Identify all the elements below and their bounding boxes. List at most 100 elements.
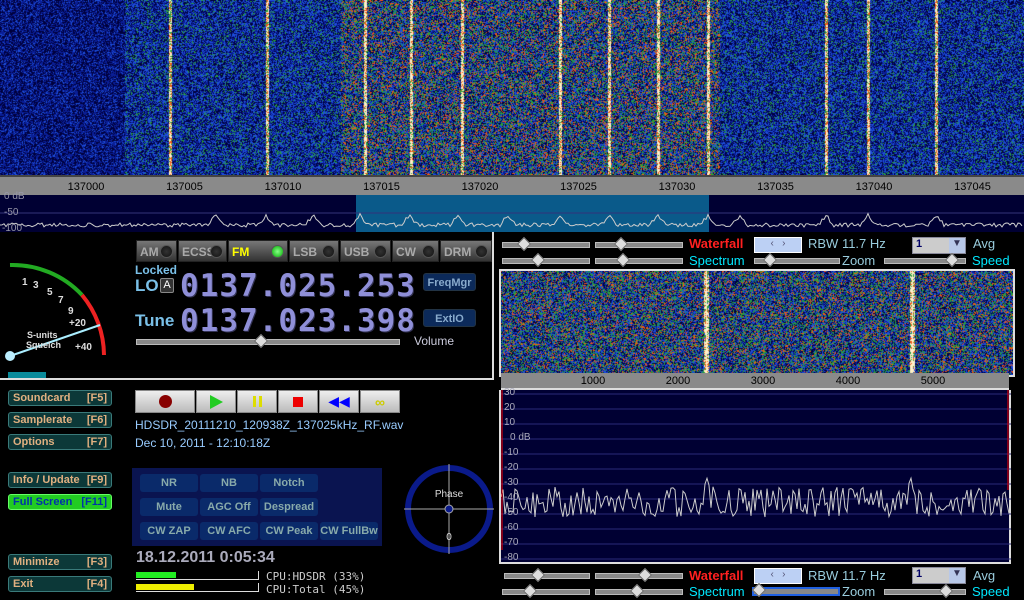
minimize-button[interactable]: Minimize [F3] (8, 554, 112, 570)
led-indicator-icon (475, 245, 488, 258)
volume-label: Volume (414, 334, 455, 348)
lo-lock-button[interactable]: A (160, 278, 174, 293)
frequency-tick-label: 137035 (757, 181, 794, 193)
phase-value: 0 (446, 532, 452, 543)
mode-drm-button[interactable]: DRM (440, 240, 492, 262)
svg-text:7: 7 (58, 295, 64, 306)
led-indicator-icon (374, 245, 387, 258)
chevron-down-icon: ▼ (949, 238, 965, 253)
spectrum-slider[interactable] (502, 583, 590, 599)
mode-cw-button[interactable]: CW (392, 240, 439, 262)
dsp-cw-zap-button[interactable]: CW ZAP (140, 522, 198, 540)
dsp-cw-peak-button[interactable]: CW Peak (260, 522, 318, 540)
lock-status: Locked (135, 263, 178, 277)
audio-waterfall[interactable] (499, 269, 1015, 377)
audio-frequency-tick-label: 1000 (580, 375, 606, 387)
cpu-total-label: CPU:Total (45%) (266, 583, 366, 596)
led-indicator-icon (160, 245, 173, 258)
mode-usb-button[interactable]: USB (340, 240, 391, 262)
extio-button[interactable]: ExtIO (423, 309, 476, 327)
rbw-label: RBW 11.7 Hz (808, 568, 886, 583)
led-indicator-icon (271, 245, 284, 258)
mode-label: FM (232, 245, 250, 259)
main-spectrum[interactable]: 0 dB -50 -100 (0, 191, 1024, 234)
waterfall-slider[interactable] (504, 567, 590, 583)
audio-frequency-tick-label: 2000 (665, 375, 691, 387)
mode-am-button[interactable]: AM (136, 240, 177, 262)
cpu-hdsdr-bar (136, 571, 259, 580)
full-screen-button[interactable]: Full Screen [F11] (8, 494, 112, 510)
avg-select[interactable]: 1 ▼ (912, 567, 966, 584)
record-button[interactable] (135, 390, 195, 413)
frequency-tick-label: 137025 (560, 181, 597, 193)
main-waterfall[interactable] (0, 0, 1024, 175)
db-axis-label: -80 (504, 552, 519, 563)
soundcard-button[interactable]: Soundcard [F5] (8, 390, 112, 406)
rbw-nav-buttons[interactable]: ‹ › (754, 568, 802, 584)
db-axis-label: -40 (504, 492, 519, 503)
zoom-slider[interactable] (754, 252, 840, 268)
dsp-cw-fullbw-button[interactable]: CW FullBw (320, 522, 378, 540)
loop-button[interactable]: ∞ (360, 390, 400, 413)
volume-slider[interactable] (136, 333, 400, 349)
mode-ecss-button[interactable]: ECSS (178, 240, 227, 262)
dsp-cw-afc-button[interactable]: CW AFC (200, 522, 258, 540)
stop-button[interactable] (278, 390, 318, 413)
db-axis-label: 30 (504, 387, 516, 398)
spectrum-slider[interactable] (502, 252, 590, 268)
audio-frequency-tick-label: 3000 (750, 375, 776, 387)
s-meter[interactable]: 1 3 5 7 9 +20 +40 S-units Squelch (0, 255, 120, 370)
dsp-notch-button[interactable]: Notch (260, 474, 318, 492)
freqmgr-button[interactable]: FreqMgr (423, 273, 476, 291)
cpu-total-bar (136, 583, 259, 592)
samplerate-button[interactable]: Samplerate [F6] (8, 412, 112, 428)
rbw-nav-buttons[interactable]: ‹ › (754, 237, 802, 253)
tune-frequency-display[interactable]: 0137.023.398 (180, 303, 416, 339)
mode-fm-button[interactable]: FM (228, 240, 288, 262)
db-axis-label: 0 dB (510, 432, 531, 443)
speed-slider[interactable] (884, 252, 966, 268)
recording-filename: HDSDR_20111210_120938Z_137025kHz_RF.wav (135, 418, 404, 432)
options-button[interactable]: Options [F7] (8, 434, 112, 450)
s-meter-needle (9, 324, 101, 357)
phase-label: Phase (435, 489, 464, 500)
main-frequency-scale[interactable]: 137000 137005 137010 137015 137020 137025 1370… (0, 175, 1024, 195)
play-button[interactable] (196, 390, 236, 413)
mode-label: AM (140, 245, 159, 259)
spectrum-trace (501, 476, 1010, 519)
exit-button[interactable]: Exit [F4] (8, 576, 112, 592)
mode-lsb-button[interactable]: LSB (289, 240, 339, 262)
frequency-tick-label: 137010 (264, 181, 302, 193)
dsp-despread-button[interactable]: Despread (260, 498, 318, 516)
audio-spectrum[interactable] (499, 390, 1011, 564)
chevron-down-icon: ▼ (949, 568, 965, 583)
svg-text:1: 1 (22, 277, 28, 288)
db-axis-label: 20 (504, 402, 516, 413)
avg-label: Avg (973, 568, 996, 583)
zoom-slider[interactable] (751, 582, 840, 598)
rewind-button[interactable]: ◀◀ (319, 390, 359, 413)
waterfall-slider[interactable] (502, 236, 590, 252)
waterfall-slider[interactable] (595, 236, 683, 252)
info-update-button[interactable]: Info / Update [F9] (8, 472, 112, 488)
spectrum-slider[interactable] (595, 252, 683, 268)
speed-slider[interactable] (884, 583, 966, 599)
lo-frequency-display[interactable]: 0137.025.253 (180, 268, 416, 304)
dsp-nb-button[interactable]: NB (200, 474, 258, 492)
frequency-tick-label: 137030 (658, 181, 696, 193)
dsp-mute-button[interactable]: Mute (140, 498, 198, 516)
clock: 18.12.2011 0:05:34 (136, 549, 275, 566)
dsp-agc-off-button[interactable]: AGC Off (200, 498, 258, 516)
pause-button[interactable] (237, 390, 277, 413)
audio-frequency-scale[interactable]: 1000 2000 3000 4000 5000 (501, 373, 1009, 390)
waterfall-slider[interactable] (595, 567, 683, 583)
db-label: 0 dB (4, 191, 25, 202)
spectrum-slider[interactable] (595, 583, 683, 599)
mode-label: ECSS (182, 245, 215, 259)
dsp-nr-button[interactable]: NR (140, 474, 198, 492)
avg-select[interactable]: 1 ▼ (912, 237, 966, 254)
db-axis-label: -30 (504, 477, 519, 488)
squelch-bar[interactable] (8, 372, 46, 379)
svg-text:5: 5 (47, 287, 53, 298)
svg-text:9: 9 (68, 306, 74, 317)
